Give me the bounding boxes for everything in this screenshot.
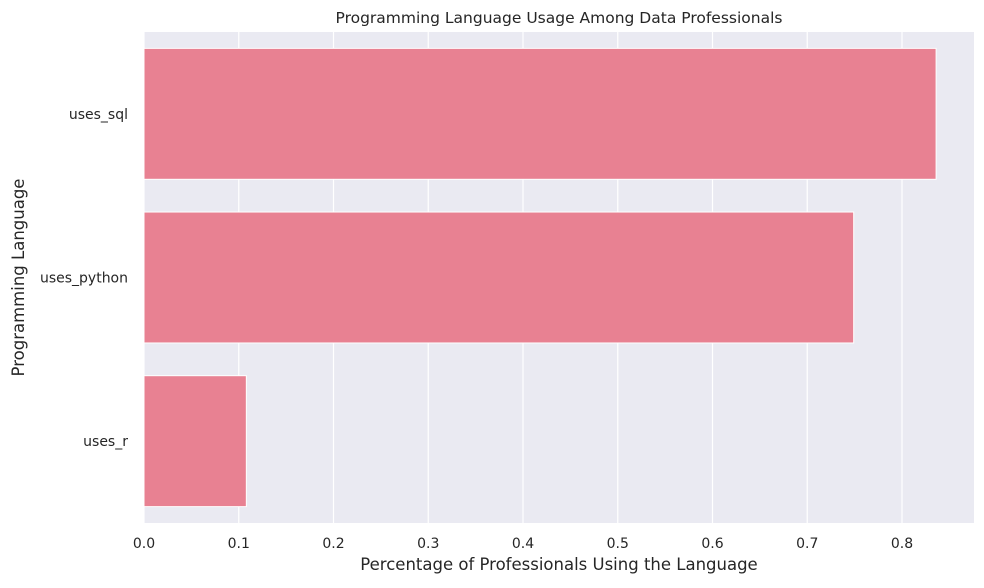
chart-title: Programming Language Usage Among Data Pr… [336,9,783,27]
bar-uses-r [143,375,247,508]
x-tick-label: 0.2 [322,536,344,552]
bars [143,47,937,508]
y-tick-label: uses_sql [69,107,128,123]
x-axis-label: Percentage of Professionals Using the La… [360,555,757,574]
x-tick-label: 0.3 [417,536,439,552]
y-axis-label: Programming Language [9,179,28,377]
x-tick-label: 0.7 [796,536,818,552]
x-tick-label: 0.1 [228,536,250,552]
x-tick-label: 0.6 [701,536,723,552]
x-tick-label: 0.8 [891,536,913,552]
x-tick-labels: 0.0 0.1 0.2 0.3 0.4 0.5 0.6 0.7 0.8 [133,536,913,552]
y-tick-label: uses_r [83,434,128,450]
bar-uses-python [143,211,855,344]
y-tick-labels: uses_sql uses_python uses_r [40,107,128,450]
y-tick-label: uses_python [40,271,128,287]
bar-uses-sql [143,47,937,180]
x-tick-label: 0.0 [133,536,155,552]
x-tick-label: 0.4 [512,536,534,552]
x-tick-label: 0.5 [607,536,629,552]
